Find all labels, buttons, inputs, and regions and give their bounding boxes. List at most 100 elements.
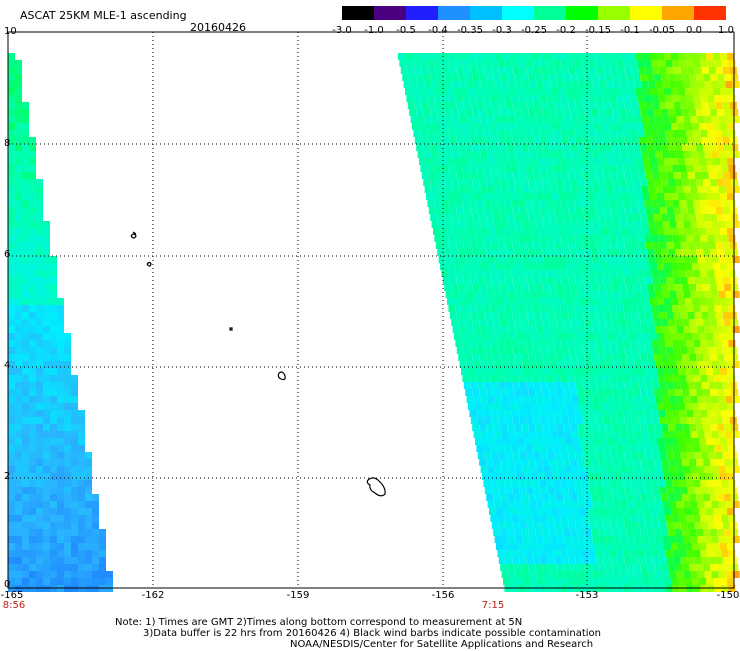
- swath-cell: [634, 431, 642, 438]
- swath-cell: [465, 179, 473, 186]
- swath-cell: [601, 438, 608, 445]
- swath-cell: [57, 536, 64, 543]
- swath-cell: [692, 88, 699, 95]
- swath-cell: [580, 438, 587, 445]
- swath-cell: [644, 550, 652, 557]
- swath-cell: [483, 165, 491, 172]
- swath-cell: [50, 438, 57, 445]
- swath-cell: [43, 522, 50, 529]
- swath-cell: [449, 312, 457, 319]
- swath-cell: [85, 543, 92, 550]
- swath-cell: [497, 340, 505, 347]
- swath-cell: [22, 109, 29, 116]
- swath-cell: [540, 417, 548, 424]
- swath-cell: [490, 480, 498, 487]
- swath-cell: [671, 263, 678, 270]
- swath-cell: [8, 116, 15, 123]
- swath-cell: [567, 375, 575, 382]
- swath-cell: [612, 564, 620, 571]
- swath-cell: [428, 67, 436, 74]
- swath-cell: [654, 389, 662, 396]
- swath-cell: [615, 53, 622, 60]
- swath-cell: [672, 270, 680, 277]
- swath-cell: [645, 312, 653, 319]
- swath-cell: [497, 410, 505, 417]
- swath-cell: [503, 193, 510, 200]
- swath-cell: [725, 221, 733, 228]
- swath-cell: [15, 270, 22, 277]
- swath-cell: [543, 151, 551, 158]
- swath-cell: [92, 529, 99, 536]
- swath-cell: [602, 515, 610, 522]
- swath-cell: [666, 382, 674, 389]
- swath-cell: [694, 242, 702, 249]
- swath-cell: [438, 256, 446, 263]
- swath-cell: [482, 368, 489, 375]
- swath-cell: [57, 459, 64, 466]
- swath-cell: [708, 312, 716, 319]
- swath-cell: [669, 256, 677, 263]
- swath-cell: [598, 529, 606, 536]
- swath-cell: [424, 186, 432, 193]
- swath-cell: [706, 543, 713, 550]
- swath-cell: [106, 578, 113, 585]
- y-tick-8: 8: [4, 138, 11, 149]
- swath-cell: [630, 550, 638, 557]
- swath-cell: [416, 74, 424, 81]
- swath-cell: [633, 529, 641, 536]
- swath-cell: [510, 473, 517, 480]
- swath-cell: [469, 305, 477, 312]
- swath-cell: [71, 522, 78, 529]
- swath-cell: [29, 564, 36, 571]
- swath-cell: [465, 319, 473, 326]
- swath-cell: [643, 508, 650, 515]
- swath-cell: [584, 179, 592, 186]
- swath-cell: [92, 543, 99, 550]
- swath-cell: [78, 529, 85, 536]
- swath-cell: [570, 319, 578, 326]
- swath-cell: [539, 375, 547, 382]
- swath-cell: [661, 179, 669, 186]
- swath-cell: [549, 354, 557, 361]
- swath-cell: [468, 193, 475, 200]
- swath-cell: [732, 466, 740, 473]
- swath-cell: [587, 508, 594, 515]
- swath-cell: [619, 319, 627, 326]
- swath-cell: [729, 452, 737, 459]
- swath-cell: [71, 494, 78, 501]
- swath-cell: [720, 438, 727, 445]
- swath-cell: [549, 179, 557, 186]
- swath-cell: [15, 452, 22, 459]
- swath-cell: [713, 473, 720, 480]
- swath-cell: [552, 578, 559, 585]
- swath-cell: [591, 529, 599, 536]
- swath-cell: [29, 298, 36, 305]
- swath-cell: [707, 445, 715, 452]
- swath-cell: [689, 144, 697, 151]
- swath-cell: [496, 473, 503, 480]
- swath-cell: [659, 102, 667, 109]
- swath-cell: [571, 466, 579, 473]
- swath-cell: [678, 158, 685, 165]
- swath-cell: [400, 67, 408, 74]
- swath-cell: [43, 347, 50, 354]
- swath-cell: [8, 557, 15, 564]
- swath-cell: [405, 88, 412, 95]
- swath-cell: [708, 137, 716, 144]
- swath-cell: [619, 74, 627, 81]
- swath-cell: [644, 305, 652, 312]
- colorbar-label: -3.0: [332, 25, 352, 36]
- swath-cell: [22, 550, 29, 557]
- swath-cell: [610, 172, 618, 179]
- swath-cell: [671, 438, 678, 445]
- swath-cell: [721, 445, 729, 452]
- swath-cell: [679, 515, 687, 522]
- swath-cell: [8, 95, 15, 102]
- swath-cell: [722, 417, 730, 424]
- swath-cell: [22, 424, 29, 431]
- swath-cell: [43, 550, 50, 557]
- swath-cell: [582, 522, 590, 529]
- swath-cell: [664, 53, 671, 60]
- swath-cell: [503, 333, 510, 340]
- swath-cell: [673, 172, 681, 179]
